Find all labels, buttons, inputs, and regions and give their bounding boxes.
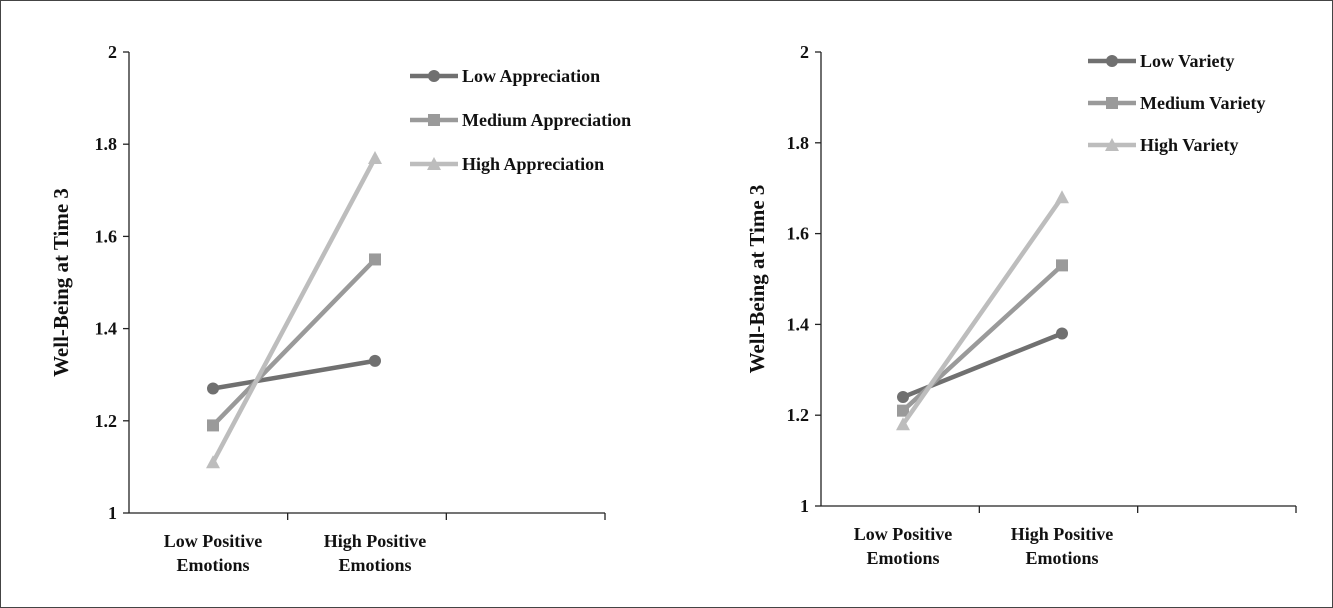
chart2-series-3-point-1	[896, 417, 910, 431]
chart1-y-tick-label: 2	[108, 42, 117, 62]
chart1-legend-label-3: High Appreciation	[462, 154, 604, 174]
chart2-legend-marker-2	[1106, 97, 1118, 109]
chart2-y-tick-label: 1.6	[787, 224, 810, 244]
chart2-legend-label-3: High Variety	[1140, 135, 1239, 155]
chart1-series-1-point-1	[207, 382, 219, 395]
chart2-series-line-3	[900, 195, 1065, 427]
chart1-series-3-point-1	[206, 455, 220, 469]
chart1-series-line-1	[210, 358, 378, 391]
chart2-y-tick-label: 2	[800, 42, 809, 62]
chart2-series-2-point-2	[1056, 259, 1068, 272]
chart2-series-1-point-1	[897, 391, 909, 404]
chart1-y-tick-label: 1.8	[95, 134, 118, 154]
chart1-series-1-point-2	[369, 354, 381, 367]
chart1-x-tick-label: Low Positive Emotions	[164, 531, 263, 575]
chart2-series-2-point-1	[897, 404, 909, 417]
chart1-legend-marker-3	[427, 157, 441, 170]
chart1-y-tick-label: 1.2	[95, 411, 118, 431]
chart1-series-line-2	[210, 257, 378, 428]
chart1-y-tick-label: 1	[108, 503, 117, 523]
chart2-y-tick-label: 1.4	[787, 314, 810, 334]
chart2-y-axis-label: Well-Being at Time 3	[745, 185, 769, 374]
chart2-y-tick-label: 1	[800, 496, 809, 516]
chart1-series-2-point-1	[207, 419, 219, 432]
chart1-legend-label-1: Low Appreciation	[462, 66, 600, 86]
chart1-legend-marker-2	[428, 114, 440, 126]
chart1-y-tick-label: 1.6	[95, 226, 118, 246]
chart1-x-tick-label: High Positive Emotions	[324, 531, 427, 575]
chart2-legend-label-1: Low Variety	[1140, 51, 1235, 71]
chart1-legend-label-2: Medium Appreciation	[462, 110, 631, 130]
chart2-y-tick-label: 1.8	[787, 133, 810, 153]
chart2-series-3-point-2	[1055, 190, 1069, 204]
chart1-series-line-3	[210, 155, 378, 465]
chart2-series-1-point-2	[1056, 327, 1068, 340]
chart2-legend-label-2: Medium Variety	[1140, 93, 1266, 113]
chart2-x-tick-label: Low Positive Emotions	[854, 524, 953, 568]
chart1-legend-marker-1	[428, 70, 440, 82]
chart1-y-tick-label: 1.4	[95, 319, 118, 339]
chart1-y-axis-label: Well-Being at Time 3	[49, 188, 73, 377]
chart2-legend-marker-1	[1106, 55, 1118, 67]
chart2-legend-marker-3	[1105, 138, 1119, 151]
chart2-y-tick-label: 1.2	[787, 405, 810, 425]
chart1-series-3-point-2	[368, 151, 382, 165]
chart2-x-tick-label: High Positive Emotions	[1011, 524, 1114, 568]
chart1-series-2-point-2	[369, 253, 381, 266]
